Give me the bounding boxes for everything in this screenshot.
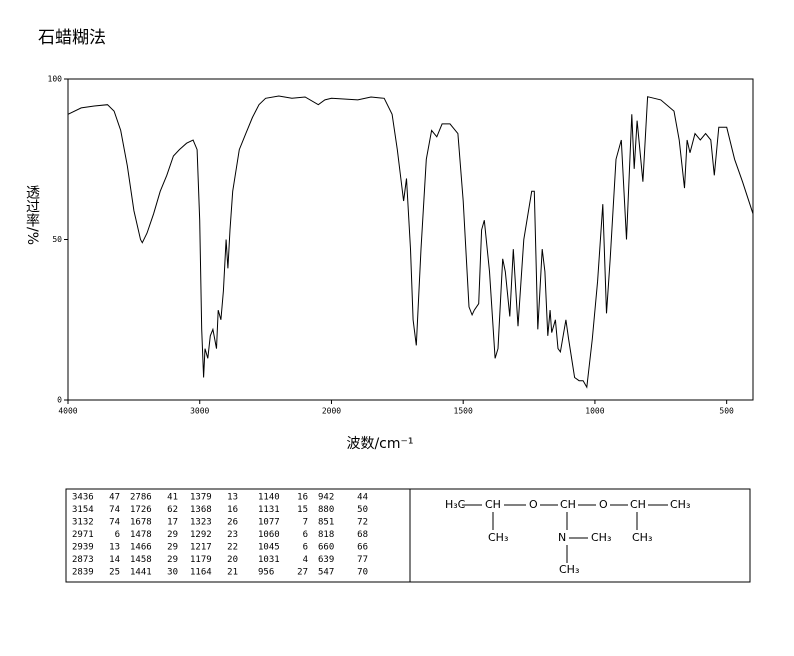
table-cell: 851 [318, 518, 334, 528]
table-cell: 21 [227, 568, 238, 578]
table-cell: 6 [115, 530, 120, 540]
table-cell: 818 [318, 530, 334, 540]
table-cell: 41 [167, 493, 178, 503]
table-cell: 27 [297, 568, 308, 578]
table-cell: 77 [357, 555, 368, 565]
table-cell: 1031 [258, 555, 280, 565]
table-cell: 3154 [72, 505, 94, 515]
y-tick-label: 50 [52, 235, 62, 244]
table-cell: 26 [227, 518, 238, 528]
table-cell: 17 [167, 518, 178, 528]
table-cell: 1478 [130, 530, 152, 540]
table-cell: 1368 [190, 505, 212, 515]
table-cell: 1458 [130, 555, 152, 565]
table-cell: 1217 [190, 543, 212, 553]
table-cell: 13 [109, 543, 120, 553]
atom-label: CH [630, 498, 646, 511]
table-cell: 22 [227, 543, 238, 553]
atom-label: H₃C [445, 498, 466, 511]
table-cell: 13 [227, 493, 238, 503]
table-cell: 2971 [72, 530, 94, 540]
table-cell: 1060 [258, 530, 280, 540]
x-tick-label: 4000 [58, 407, 77, 416]
table-cell: 660 [318, 543, 334, 553]
atom-label: N [558, 531, 566, 544]
table-cell: 66 [357, 543, 368, 553]
table-cell: 1292 [190, 530, 212, 540]
table-cell: 14 [109, 555, 120, 565]
table-cell: 3436 [72, 493, 94, 503]
table-cell: 20 [227, 555, 238, 565]
table-cell: 2873 [72, 555, 94, 565]
table-cell: 29 [167, 530, 178, 540]
table-cell: 47 [109, 493, 120, 503]
atom-label: CH₃ [591, 531, 611, 544]
table-cell: 62 [167, 505, 178, 515]
table-cell: 2786 [130, 493, 152, 503]
table-cell: 880 [318, 505, 334, 515]
chart-title: 石蜡糊法 [38, 28, 106, 48]
atom-label: CH [560, 498, 576, 511]
plot-frame [67, 78, 754, 401]
table-cell: 1466 [130, 543, 152, 553]
atom-label: O [529, 498, 538, 511]
spectrum-line [67, 95, 754, 389]
table-cell: 16 [297, 493, 308, 503]
atom-label: CH₃ [488, 531, 508, 544]
table-cell: 956 [258, 568, 274, 578]
table-cell: 29 [167, 555, 178, 565]
y-axis-label: 透过率/% [24, 185, 40, 245]
table-cell: 1045 [258, 543, 280, 553]
atom-label: CH [485, 498, 501, 511]
y-tick-label: 100 [48, 75, 63, 84]
table-cell: 2939 [72, 543, 94, 553]
table-cell: 1140 [258, 493, 280, 503]
table-cell: 68 [357, 530, 368, 540]
table-cell: 1379 [190, 493, 212, 503]
table-cell: 4 [303, 555, 308, 565]
table-cell: 29 [167, 543, 178, 553]
table-cell: 16 [227, 505, 238, 515]
x-tick-label: 500 [719, 407, 734, 416]
table-cell: 1323 [190, 518, 212, 528]
y-tick-label: 0 [57, 396, 62, 405]
table-cell: 547 [318, 568, 334, 578]
table-cell: 44 [357, 493, 368, 503]
table-cell: 3132 [72, 518, 94, 528]
table-cell: 6 [303, 543, 308, 553]
table-cell: 74 [109, 518, 120, 528]
x-tick-label: 1500 [454, 407, 473, 416]
table-cell: 1164 [190, 568, 212, 578]
x-axis-label: 波数/cm⁻¹ [346, 436, 413, 452]
table-cell: 639 [318, 555, 334, 565]
table-cell: 72 [357, 518, 368, 528]
table-cell: 50 [357, 505, 368, 515]
x-tick-label: 3000 [190, 407, 209, 416]
table-cell: 942 [318, 493, 334, 503]
table-cell: 15 [297, 505, 308, 515]
structure-bonds [462, 504, 668, 563]
table-cell: 2839 [72, 568, 94, 578]
atom-label: CH₃ [670, 498, 690, 511]
table-cell: 23 [227, 530, 238, 540]
table-cell: 1441 [130, 568, 152, 578]
table-cell: 7 [303, 518, 308, 528]
table-cell: 1077 [258, 518, 280, 528]
atom-label: CH₃ [632, 531, 652, 544]
table-cell: 74 [109, 505, 120, 515]
atom-label: O [599, 498, 608, 511]
table-cell: 1678 [130, 518, 152, 528]
table-cell: 70 [357, 568, 368, 578]
table-cell: 1726 [130, 505, 152, 515]
x-tick-label: 2000 [322, 407, 341, 416]
atom-label: CH₃ [559, 563, 579, 576]
table-cell: 25 [109, 568, 120, 578]
x-tick-label: 1000 [585, 407, 604, 416]
table-cell: 30 [167, 568, 178, 578]
table-cell: 1179 [190, 555, 212, 565]
table-frame [65, 488, 751, 583]
table-cell: 1131 [258, 505, 280, 515]
table-cell: 6 [303, 530, 308, 540]
